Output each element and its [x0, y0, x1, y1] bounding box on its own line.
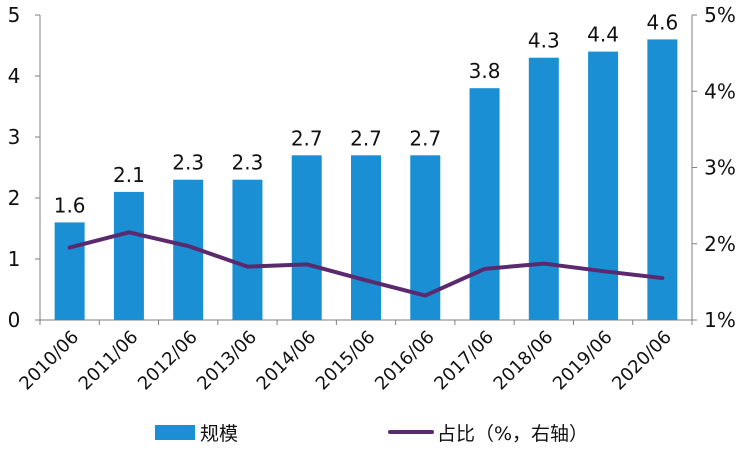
- bar: [232, 179, 263, 320]
- x-tick-label: 2018/06: [490, 327, 558, 395]
- bar: [54, 222, 85, 320]
- y-tick-label-left: 0: [8, 308, 21, 332]
- bar-data-label: 2.3: [232, 151, 264, 175]
- bar: [588, 51, 619, 320]
- y-tick-label-right: 5%: [704, 3, 736, 27]
- bar: [469, 88, 500, 320]
- x-tick-label: 2016/06: [371, 327, 439, 395]
- bar: [351, 155, 381, 320]
- x-tick-label: 2019/06: [549, 327, 617, 395]
- bar-data-label: 1.6: [54, 193, 86, 217]
- bar-data-label: 3.8: [469, 59, 501, 83]
- bar: [113, 191, 144, 320]
- x-tick-label: 2020/06: [608, 327, 676, 395]
- bar-data-label: 4.3: [528, 29, 560, 53]
- y-tick-label-left: 5: [8, 3, 21, 27]
- x-tick-label: 2010/06: [15, 327, 83, 395]
- x-tick-label: 2017/06: [430, 327, 498, 395]
- bar-data-label: 4.4: [587, 23, 619, 47]
- x-tick-label: 2014/06: [253, 327, 321, 395]
- x-tick-label: 2012/06: [134, 327, 202, 395]
- bar: [291, 155, 322, 320]
- legend-label-line: 占比（%，右轴）: [437, 423, 588, 445]
- y-tick-label-left: 1: [8, 247, 21, 271]
- bar: [528, 57, 559, 320]
- y-tick-label-right: 1%: [704, 308, 736, 332]
- bar-data-label: 2.3: [172, 151, 204, 175]
- x-tick-label: 2011/06: [75, 327, 143, 395]
- y-tick-label-left: 4: [8, 64, 21, 88]
- x-tick-label: 2013/06: [193, 327, 261, 395]
- bar-data-label: 2.7: [291, 126, 323, 150]
- legend-label-bar: 规模: [200, 423, 238, 445]
- x-tick-label: 2015/06: [312, 327, 380, 395]
- bar-data-label: 2.7: [350, 126, 382, 150]
- bar-data-label: 2.7: [409, 126, 441, 150]
- y-tick-label-right: 2%: [704, 232, 736, 256]
- y-tick-label-right: 4%: [704, 79, 736, 103]
- bar-data-label: 4.6: [646, 10, 678, 34]
- y-tick-label-left: 3: [8, 125, 21, 149]
- bar: [647, 39, 678, 321]
- bar-data-label: 2.1: [113, 163, 145, 187]
- y-tick-label-right: 3%: [704, 156, 736, 180]
- y-tick-label-left: 2: [8, 186, 21, 210]
- legend-swatch-bar: [155, 425, 195, 440]
